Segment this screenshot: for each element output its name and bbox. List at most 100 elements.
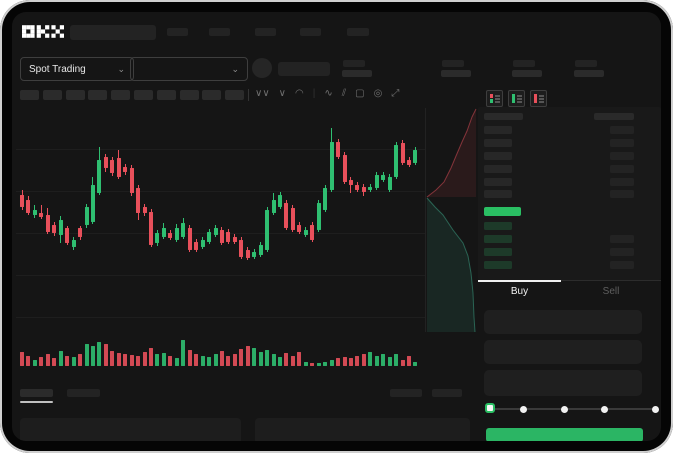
- candle: [245, 250, 250, 258]
- ask-price-row[interactable]: [484, 152, 512, 160]
- total-field[interactable]: [484, 370, 642, 396]
- : [539, 95, 544, 97]
- candle-wick: [40, 205, 42, 219]
- book-header-amount: [594, 113, 634, 120]
- book-combined-icon[interactable]: [486, 90, 503, 107]
- timeframe-button[interactable]: [179, 90, 199, 100]
- chart-type-icon[interactable]: ∨∨: [255, 88, 270, 99]
- ask-price-row[interactable]: [484, 178, 512, 186]
- snapshot-icon[interactable]: ▢: [355, 88, 365, 99]
- volume-bar: [207, 357, 212, 366]
- last-price-bar[interactable]: [484, 207, 521, 216]
- slider-track[interactable]: [490, 408, 655, 410]
- candle: [200, 240, 205, 247]
- ask-price-row[interactable]: [484, 139, 512, 147]
- bid-price-row[interactable]: [484, 248, 512, 256]
- candle: [52, 225, 57, 233]
- candle: [110, 160, 115, 173]
- chevron-down-icon: ⌄: [117, 63, 125, 74]
- fullscreen-icon[interactable]: ⤢: [391, 88, 400, 99]
- candle: [278, 195, 282, 207]
- volume-bar: [78, 354, 83, 366]
- volume-bar: [116, 353, 121, 366]
- candle: [129, 168, 134, 193]
- compare-icon[interactable]: ⫽: [341, 88, 347, 99]
- pair-dropdown[interactable]: ⌄: [130, 57, 248, 81]
- ask-price-row[interactable]: [484, 190, 512, 198]
- top-nav-item[interactable]: [167, 28, 188, 36]
- top-nav-item[interactable]: [209, 28, 230, 36]
- stat-label: [575, 60, 597, 67]
- candle: [355, 185, 360, 190]
- tab-sell[interactable]: Sell: [602, 286, 620, 297]
- indicators-icon[interactable]: ∿: [324, 88, 333, 99]
- bid-price-row[interactable]: [484, 222, 512, 230]
- volume-bar: [297, 352, 302, 366]
- timeframe-button[interactable]: [156, 90, 176, 100]
- volume-bar: [342, 357, 347, 366]
- candlestick-chart[interactable]: [12, 12, 661, 441]
- volume-bar: [316, 363, 321, 366]
- price-field[interactable]: [484, 310, 642, 334]
- bid-price-row[interactable]: [484, 261, 512, 269]
- slider-handle[interactable]: [485, 403, 495, 413]
- top-nav-item[interactable]: [300, 28, 321, 36]
- candle: [310, 225, 315, 240]
- ask-price-row[interactable]: [484, 165, 512, 173]
- candle: [58, 220, 63, 235]
- slider-stop[interactable]: [651, 405, 659, 413]
- top-nav-item-extra[interactable]: [347, 28, 369, 36]
- candle: [342, 155, 347, 182]
- volume-bar: [368, 352, 373, 366]
- volume-bar: [232, 354, 237, 366]
- okx-logo-icon[interactable]: [22, 25, 64, 38]
- top-nav-item[interactable]: [255, 28, 276, 36]
- bottom-action-placeholder[interactable]: [432, 389, 462, 397]
- candle: [219, 230, 224, 243]
- timeframe-button[interactable]: [202, 90, 222, 100]
- buy-button[interactable]: [486, 428, 643, 441]
- amount-field[interactable]: [484, 340, 642, 364]
- timeframe-button[interactable]: [65, 90, 85, 100]
- candle: [232, 237, 237, 242]
- volume-bar: [149, 348, 153, 366]
- depth-chart: [425, 108, 477, 332]
- interval-dropdown-icon[interactable]: ∨: [278, 88, 286, 99]
- slider-stop[interactable]: [560, 405, 568, 413]
- candle: [394, 145, 399, 177]
- book-bids-icon[interactable]: [508, 90, 525, 107]
- candle: [400, 143, 405, 163]
- volume-bar: [168, 356, 173, 366]
- settings-icon[interactable]: ◎: [373, 88, 383, 99]
- search-input[interactable]: [70, 25, 156, 40]
- candle-wick: [350, 177, 352, 193]
- timeframe-button[interactable]: [20, 90, 39, 100]
- market-type-dropdown[interactable]: Spot Trading ⌄: [20, 57, 134, 81]
- volume-bar: [20, 352, 24, 366]
- bottom-tab-active[interactable]: [20, 389, 53, 397]
- bid-price-row[interactable]: [484, 235, 512, 243]
- volume-bar: [239, 349, 244, 366]
- tab-buy[interactable]: Buy: [510, 286, 529, 297]
- stat-label: [343, 60, 365, 67]
- timeframe-button[interactable]: [134, 90, 153, 100]
- slider-stop[interactable]: [600, 405, 608, 413]
- bottom-action-placeholder[interactable]: [390, 389, 422, 397]
- candle: [290, 208, 295, 230]
- bottom-tab[interactable]: [67, 389, 100, 397]
- volume-bar: [194, 354, 199, 366]
- slider-stop[interactable]: [519, 405, 527, 413]
- ask-price-row[interactable]: [484, 126, 512, 134]
- candle: [45, 215, 50, 232]
- timeframe-button[interactable]: [42, 90, 62, 100]
- timeframe-button[interactable]: [225, 90, 245, 100]
- candle: [174, 228, 179, 240]
- timeframe-button[interactable]: [111, 90, 131, 100]
- timeframe-button[interactable]: [88, 90, 108, 100]
- candle: [329, 142, 334, 190]
- candle: [90, 185, 95, 222]
- candle: [194, 242, 199, 250]
- book-asks-icon[interactable]: [530, 90, 547, 107]
- magnet-mode-icon[interactable]: ◠: [294, 88, 304, 99]
- volume-bar: [103, 344, 108, 366]
